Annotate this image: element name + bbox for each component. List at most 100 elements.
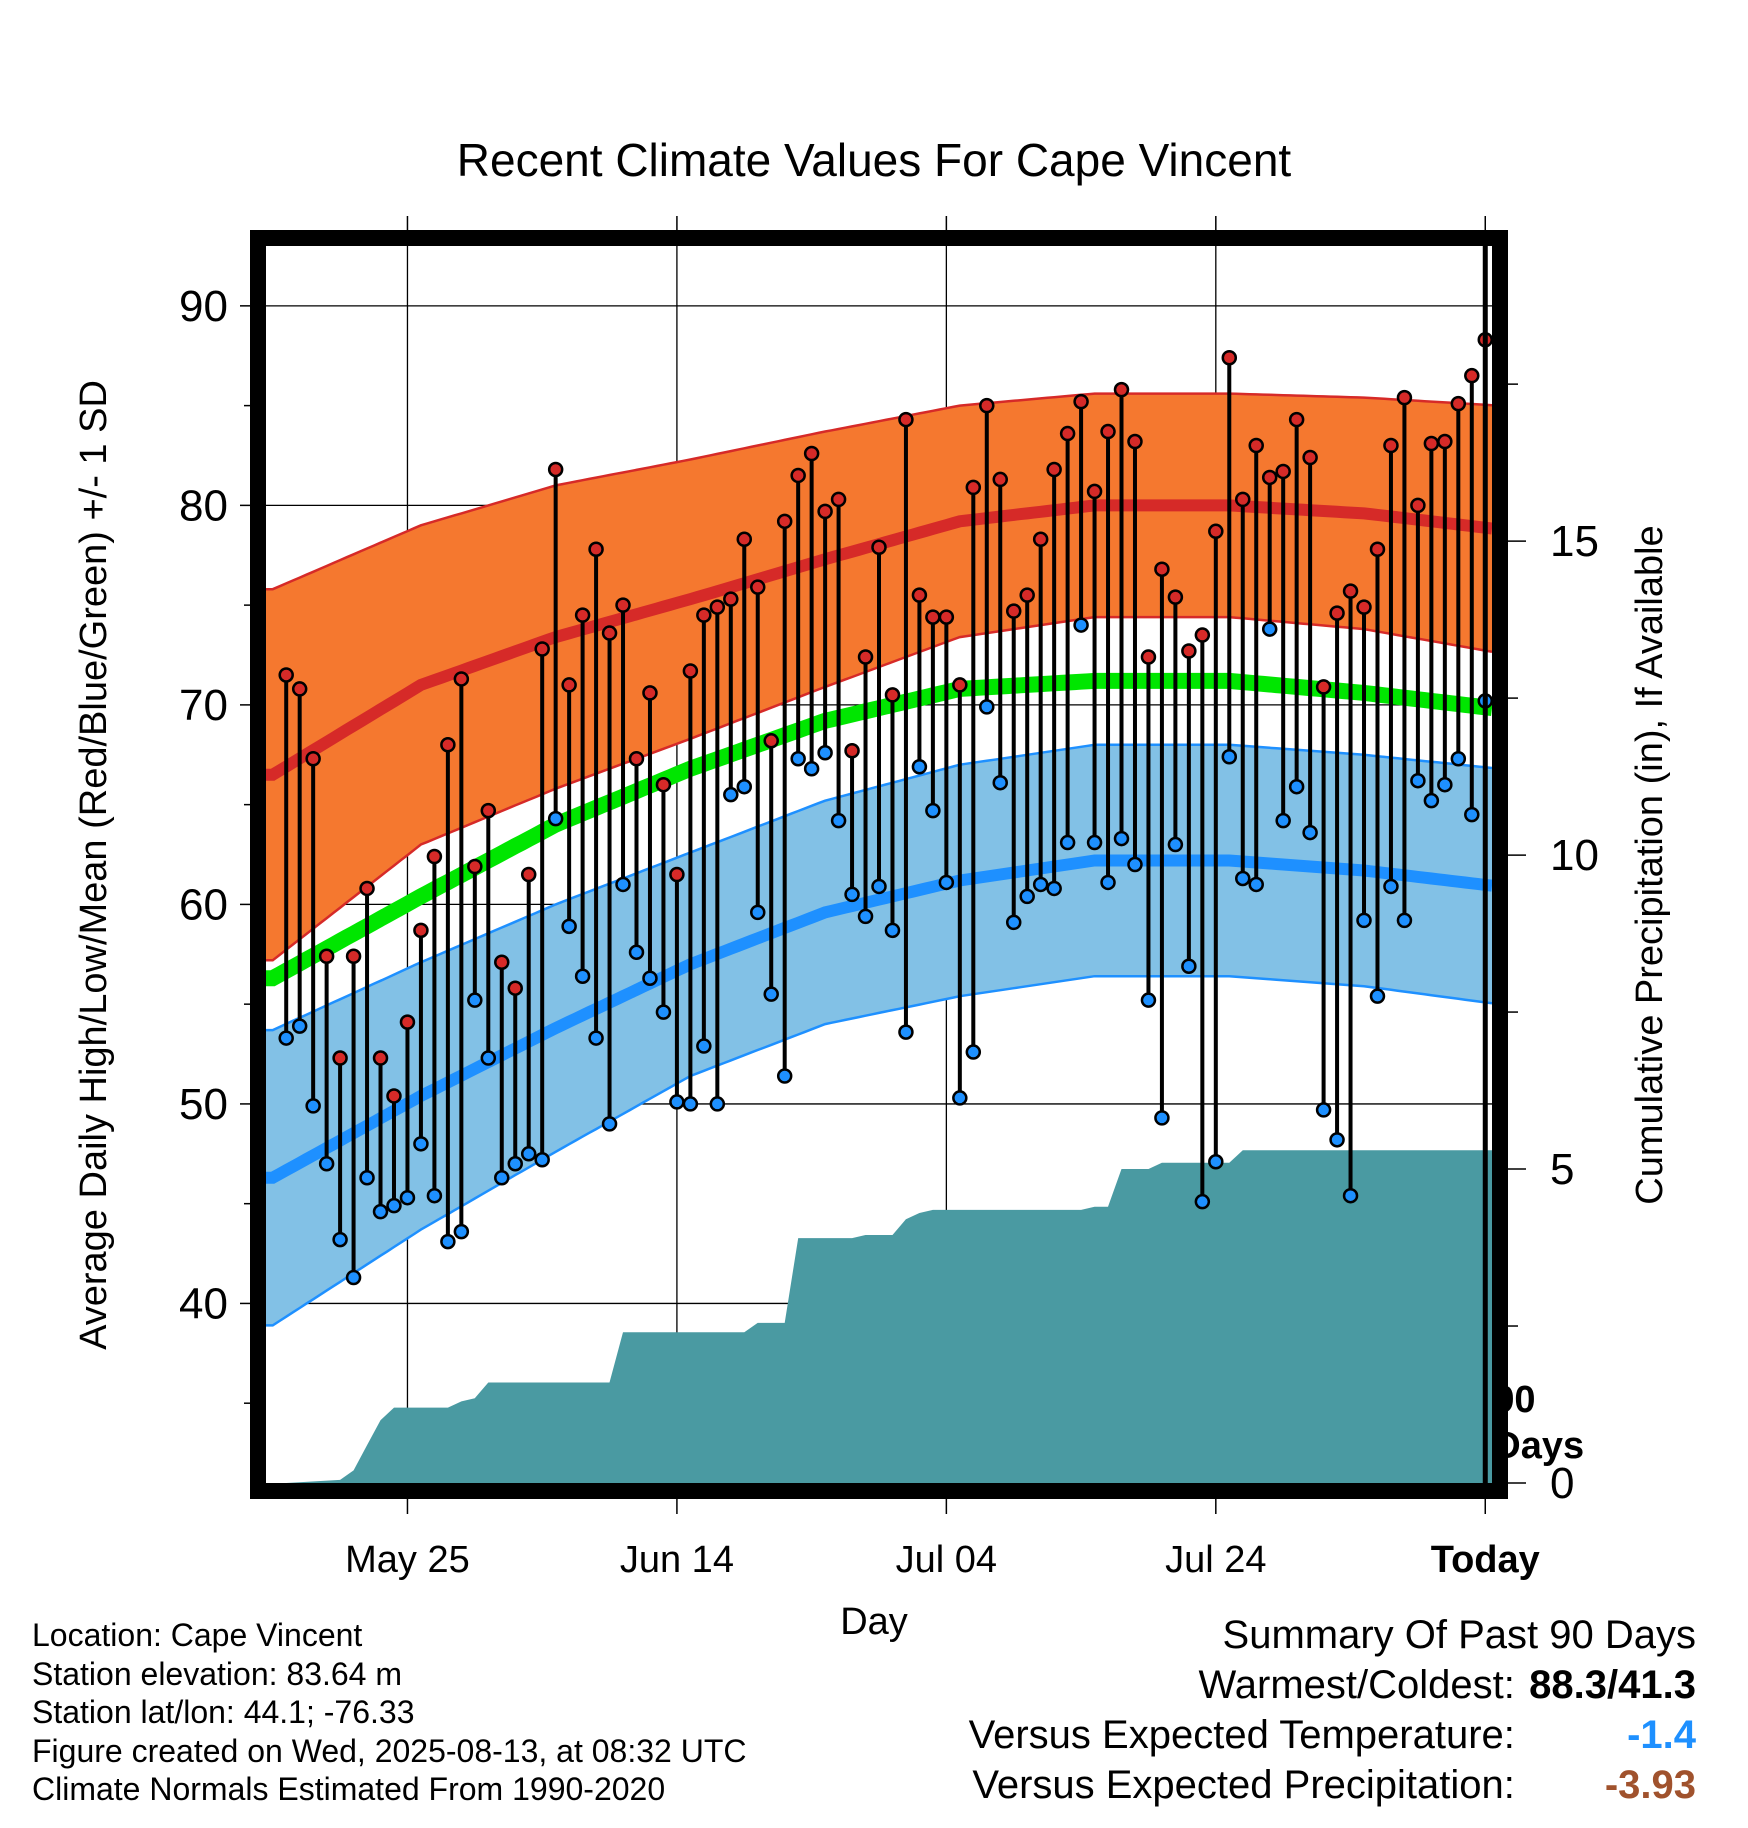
- today-marker-label-days: Days: [1493, 1425, 1584, 1467]
- y-tick-label: 70: [179, 681, 228, 730]
- daily-high-point: [763, 733, 779, 749]
- daily-low-point: [1221, 749, 1238, 765]
- daily-low-point: [1315, 1102, 1332, 1118]
- daily-high-point: [1046, 461, 1062, 478]
- daily-low-point: [1288, 778, 1305, 795]
- daily-low-point: [682, 1096, 699, 1112]
- daily-high-point: [561, 677, 577, 693]
- x-tick-label: Jun 14: [620, 1539, 734, 1581]
- x-tick-label: May 25: [345, 1539, 470, 1581]
- daily-high-point: [1356, 599, 1372, 615]
- daily-low-point: [520, 1146, 537, 1162]
- x-tick-label: Jul 04: [896, 1539, 997, 1581]
- daily-high-point: [494, 954, 510, 971]
- daily-high-point: [749, 579, 766, 595]
- daily-high-point: [1369, 541, 1386, 558]
- daily-high-point: [1005, 603, 1022, 619]
- daily-high-point: [952, 677, 968, 693]
- daily-low-point: [1342, 1187, 1359, 1204]
- daily-low-point: [830, 812, 847, 829]
- daily-low-point: [480, 1050, 497, 1066]
- y2-tick-label: 5: [1550, 1145, 1574, 1194]
- daily-high-point: [1248, 437, 1264, 454]
- daily-high-point: [723, 591, 739, 607]
- daily-low-point: [844, 886, 860, 903]
- daily-low-point: [776, 1068, 793, 1084]
- daily-low-point: [979, 699, 995, 715]
- daily-low-point: [305, 1098, 321, 1114]
- daily-high-point: [386, 1088, 402, 1104]
- daily-low-point: [723, 786, 739, 803]
- daily-low-point: [426, 1187, 443, 1204]
- daily-high-point: [790, 467, 806, 484]
- daily-low-point: [399, 1189, 416, 1206]
- daily-low-point: [1383, 878, 1399, 895]
- daily-high-point: [453, 671, 470, 687]
- daily-low-point: [898, 1024, 914, 1040]
- daily-high-point: [345, 948, 362, 965]
- daily-high-point: [480, 802, 497, 819]
- daily-high-point: [507, 980, 523, 996]
- daily-high-point: [898, 411, 914, 428]
- daily-low-point: [1464, 806, 1480, 823]
- daily-low-point: [1235, 870, 1251, 887]
- daily-high-point: [1302, 449, 1318, 466]
- daily-high-point: [628, 751, 645, 767]
- daily-high-point: [1423, 435, 1440, 452]
- warmest-label: Warmest/Coldest:: [1198, 1663, 1515, 1707]
- daily-low-point: [790, 751, 806, 767]
- daily-low-point: [628, 944, 645, 961]
- daily-low-point: [1154, 1110, 1170, 1126]
- daily-low-point: [1127, 856, 1143, 873]
- daily-high-point: [736, 531, 753, 548]
- daily-high-point: [547, 461, 564, 478]
- chart-title: Recent Climate Values For Cape Vincent: [457, 134, 1292, 186]
- daily-low-point: [601, 1116, 618, 1132]
- daily-low-point: [1019, 888, 1035, 905]
- daily-high-point: [1329, 605, 1345, 621]
- daily-high-point: [1396, 389, 1413, 406]
- daily-high-point: [992, 471, 1009, 488]
- low-lower-sd-line: [266, 974, 1492, 1327]
- x-axis-label: Day: [840, 1601, 908, 1643]
- daily-low-point: [1396, 912, 1413, 929]
- plot-area: [266, 246, 1492, 1483]
- daily-high-point: [1261, 469, 1278, 486]
- daily-low-point: [372, 1203, 389, 1220]
- daily-high-point: [359, 880, 375, 897]
- warmest-value: 88.3/41.3: [1529, 1663, 1696, 1707]
- y-tick-label: 60: [179, 880, 228, 929]
- daily-low-point: [1423, 792, 1440, 809]
- daily-high-point: [615, 597, 631, 613]
- daily-low-point: [1059, 834, 1076, 851]
- daily-high-point: [332, 1050, 348, 1066]
- daily-high-point: [601, 625, 618, 641]
- daily-high-point: [1288, 411, 1305, 428]
- daily-low-point: [574, 968, 591, 984]
- daily-high-point: [925, 609, 941, 625]
- low-sd-band: [266, 744, 1492, 1326]
- daily-low-point: [884, 922, 901, 939]
- daily-high-point: [520, 866, 537, 883]
- y-tick-label: 90: [179, 282, 228, 331]
- daily-high-point: [372, 1050, 389, 1066]
- y-tick-label: 50: [179, 1080, 228, 1129]
- precipitation-cumulative-area: [286, 1150, 1492, 1483]
- daily-high-point: [965, 479, 982, 496]
- daily-low-point: [1005, 914, 1022, 931]
- daily-low-point: [1073, 617, 1089, 633]
- daily-low-point: [1437, 776, 1453, 793]
- daily-low-point: [494, 1169, 510, 1186]
- summary-title: Summary Of Past 90 Days: [1222, 1613, 1696, 1657]
- daily-high-point: [1437, 433, 1453, 450]
- daily-high-point: [1140, 649, 1157, 665]
- daily-low-point: [1086, 834, 1103, 851]
- daily-high-point: [1032, 531, 1049, 548]
- daily-low-point: [1208, 1154, 1224, 1170]
- daily-high-point: [817, 503, 833, 520]
- daily-low-point: [561, 918, 577, 935]
- daily-low-point: [332, 1231, 348, 1248]
- daily-low-point: [736, 778, 753, 795]
- daily-low-point: [318, 1156, 335, 1172]
